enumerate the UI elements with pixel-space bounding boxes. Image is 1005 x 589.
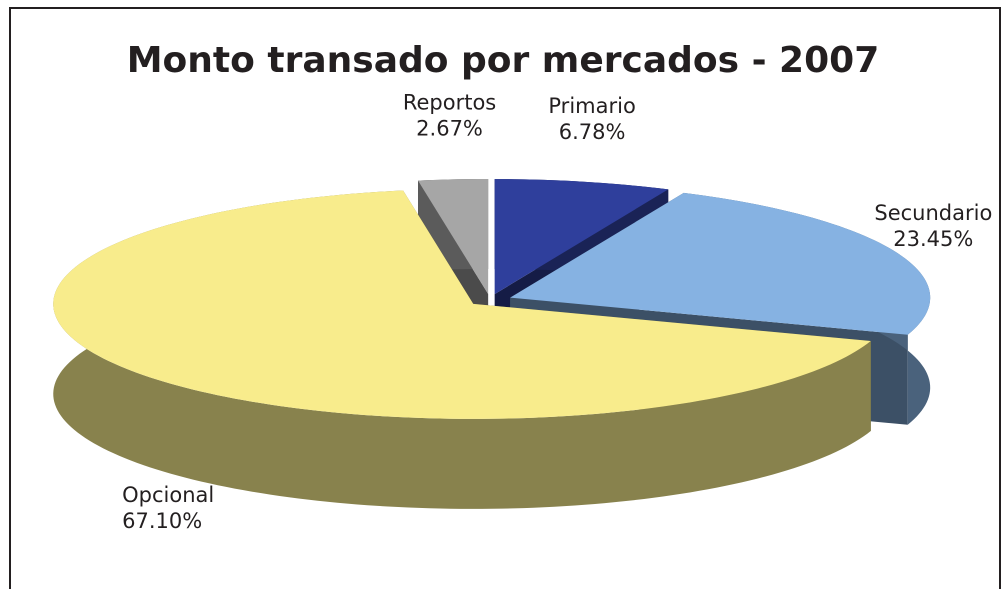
slice-value-label: 6.78% bbox=[559, 120, 626, 144]
chart-title: Monto transado por mercados - 2007 bbox=[127, 40, 880, 81]
frame bbox=[9, 7, 1001, 589]
slice-value-label: 23.45% bbox=[893, 227, 973, 251]
pie bbox=[53, 178, 931, 509]
slice-label: Reportos bbox=[403, 91, 496, 115]
slice-label: Secundario bbox=[874, 201, 992, 225]
slice-value-label: 67.10% bbox=[122, 509, 202, 533]
slice-label: Primario bbox=[548, 94, 635, 118]
slice-top bbox=[510, 192, 931, 335]
slice-top bbox=[418, 178, 489, 294]
slice-label: Opcional bbox=[122, 483, 214, 507]
pie-slice bbox=[53, 190, 871, 509]
slice-top bbox=[53, 190, 871, 419]
slice-top bbox=[494, 179, 669, 295]
slice-value-label: 2.67% bbox=[416, 117, 483, 141]
